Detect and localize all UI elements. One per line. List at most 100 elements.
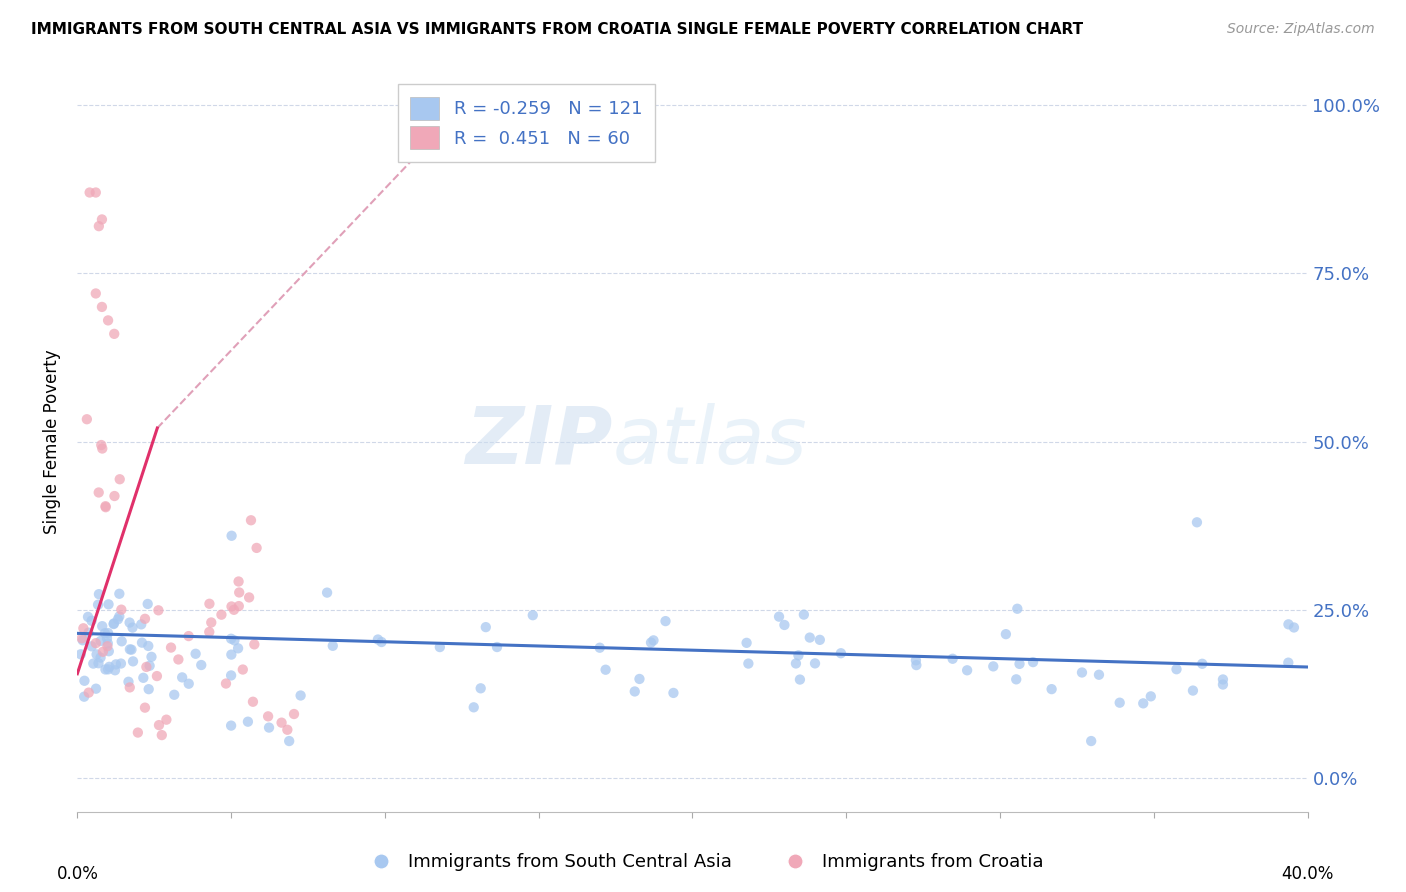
Point [138,682,160,697]
Point [90,650,112,665]
Point [98,660,121,674]
Point [84,681,107,696]
Point [136,639,159,653]
Point [370,635,392,649]
Point [1132,697,1154,711]
Point [785,657,807,671]
Point [190,658,212,673]
Point [221,529,243,543]
Point [150,728,173,742]
Point [628,672,651,686]
Point [122,654,145,668]
Point [87,485,110,500]
Point [121,621,143,635]
Point [1071,665,1094,680]
Point [90,300,114,314]
Point [87,587,110,601]
Point [72,633,94,648]
Point [148,603,170,617]
Point [316,585,339,599]
Point [104,663,127,677]
Point [87,657,110,671]
Point [200,615,222,630]
Point [131,635,153,649]
Point [72,621,94,635]
Text: Source: ZipAtlas.com: Source: ZipAtlas.com [1227,22,1375,37]
Point [77,685,100,699]
Point [246,541,269,555]
Point [654,614,676,628]
Point [73,673,96,688]
Point [94,500,117,515]
Point [103,326,125,341]
Point [141,649,163,664]
Point [94,499,117,513]
Point [222,603,245,617]
Point [236,714,259,729]
Point [121,642,143,657]
Point [290,689,312,703]
Point [155,713,177,727]
Point [84,186,107,200]
Point [737,657,759,671]
Point [80,640,103,654]
Point [735,636,758,650]
Point [1282,620,1305,634]
Point [97,644,120,658]
Point [134,700,156,714]
Point [163,688,186,702]
Legend: Immigrants from South Central Asia, Immigrants from Croatia: Immigrants from South Central Asia, Immi… [356,847,1050,879]
Point [1008,657,1031,671]
Point [1088,667,1111,681]
Point [804,657,827,671]
Point [367,632,389,647]
Point [177,677,200,691]
Point [994,627,1017,641]
Point [270,715,292,730]
Point [429,640,451,654]
Point [905,658,928,673]
Point [643,633,665,648]
Point [787,648,810,663]
Point [103,617,125,632]
Point [76,412,98,426]
Point [799,631,821,645]
Point [224,633,246,648]
Point [97,598,120,612]
Text: IMMIGRANTS FROM SOUTH CENTRAL ASIA VS IMMIGRANTS FROM CROATIA SINGLE FEMALE POVE: IMMIGRANTS FROM SOUTH CENTRAL ASIA VS IM… [31,22,1083,37]
Point [117,674,139,689]
Point [87,598,110,612]
Point [108,609,131,624]
Point [146,669,169,683]
Point [595,663,617,677]
Point [219,632,242,646]
Text: atlas: atlas [613,402,807,481]
Point [86,648,108,662]
Point [662,686,685,700]
Point [80,614,103,628]
Point [322,639,344,653]
Point [110,657,132,671]
Y-axis label: Single Female Poverty: Single Female Poverty [44,350,62,533]
Point [94,626,117,640]
Point [84,286,107,301]
Point [640,635,662,649]
Point [69,647,91,661]
Point [104,657,127,672]
Point [108,587,131,601]
Point [1005,673,1028,687]
Point [219,668,242,682]
Point [228,585,250,599]
Point [90,634,112,648]
Point [132,671,155,685]
Point [789,673,811,687]
Point [111,634,134,648]
Legend: R = -0.259   N = 121, R =  0.451   N = 60: R = -0.259 N = 121, R = 0.451 N = 60 [398,84,655,162]
Point [768,609,790,624]
Point [1277,656,1299,670]
Point [96,639,118,653]
Point [118,642,141,657]
Point [773,618,796,632]
Point [1212,677,1234,691]
Point [1139,690,1161,704]
